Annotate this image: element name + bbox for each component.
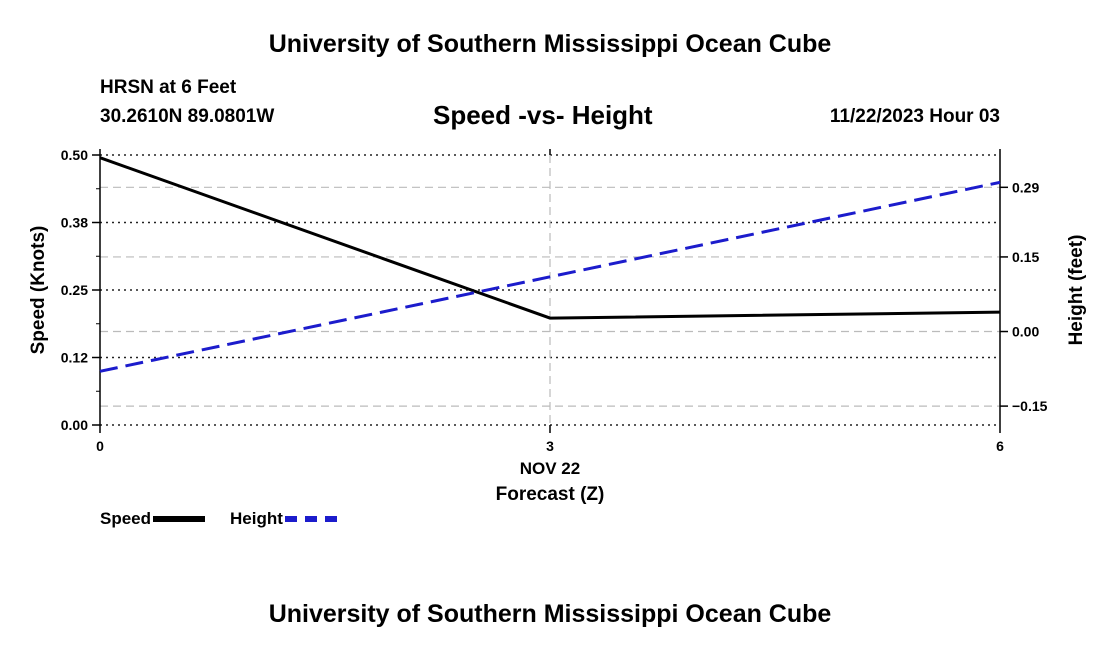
right-tick-label: −0.15 xyxy=(1012,398,1048,414)
left-axis-title: Speed (Knots) xyxy=(28,226,49,355)
x-axis-title: Forecast (Z) xyxy=(496,484,605,505)
station-name: HRSN at 6 Feet xyxy=(100,77,237,98)
left-tick-label: 0.00 xyxy=(61,417,88,433)
x-tick-label: 0 xyxy=(96,438,104,454)
legend-speed-swatch xyxy=(153,516,206,522)
right-tick-label: 0.15 xyxy=(1012,249,1039,265)
x-date-label: NOV 22 xyxy=(520,459,580,478)
x-tick-label: 6 xyxy=(996,438,1004,454)
legend-height-swatch xyxy=(284,516,337,522)
left-tick-label: 0.38 xyxy=(61,215,88,231)
footer-title: University of Southern Mississippi Ocean… xyxy=(268,600,832,628)
chart-title: Speed -vs- Height xyxy=(433,100,653,130)
right-tick-label: 0.00 xyxy=(1012,324,1039,340)
forecast-datetime: 11/22/2023 Hour 03 xyxy=(829,106,1000,127)
right-tick-label: 0.29 xyxy=(1012,179,1039,195)
x-tick-label: 3 xyxy=(546,438,554,454)
legend-speed: Speed xyxy=(100,509,206,529)
station-coordinates: 30.2610N 89.0801W xyxy=(100,106,275,127)
legend-height: Height xyxy=(230,509,337,529)
left-tick-label: 0.50 xyxy=(61,147,88,163)
left-tick-label: 0.12 xyxy=(61,350,88,366)
page-title: University of Southern Mississippi Ocean… xyxy=(268,30,832,58)
legend-height-label: Height xyxy=(230,509,283,528)
series-line-height xyxy=(99,180,1001,373)
legend-speed-label: Speed xyxy=(100,509,152,528)
right-axis-title: Height (feet) xyxy=(1066,235,1087,346)
left-tick-label: 0.25 xyxy=(61,282,88,298)
series-line-speed xyxy=(99,156,1001,320)
